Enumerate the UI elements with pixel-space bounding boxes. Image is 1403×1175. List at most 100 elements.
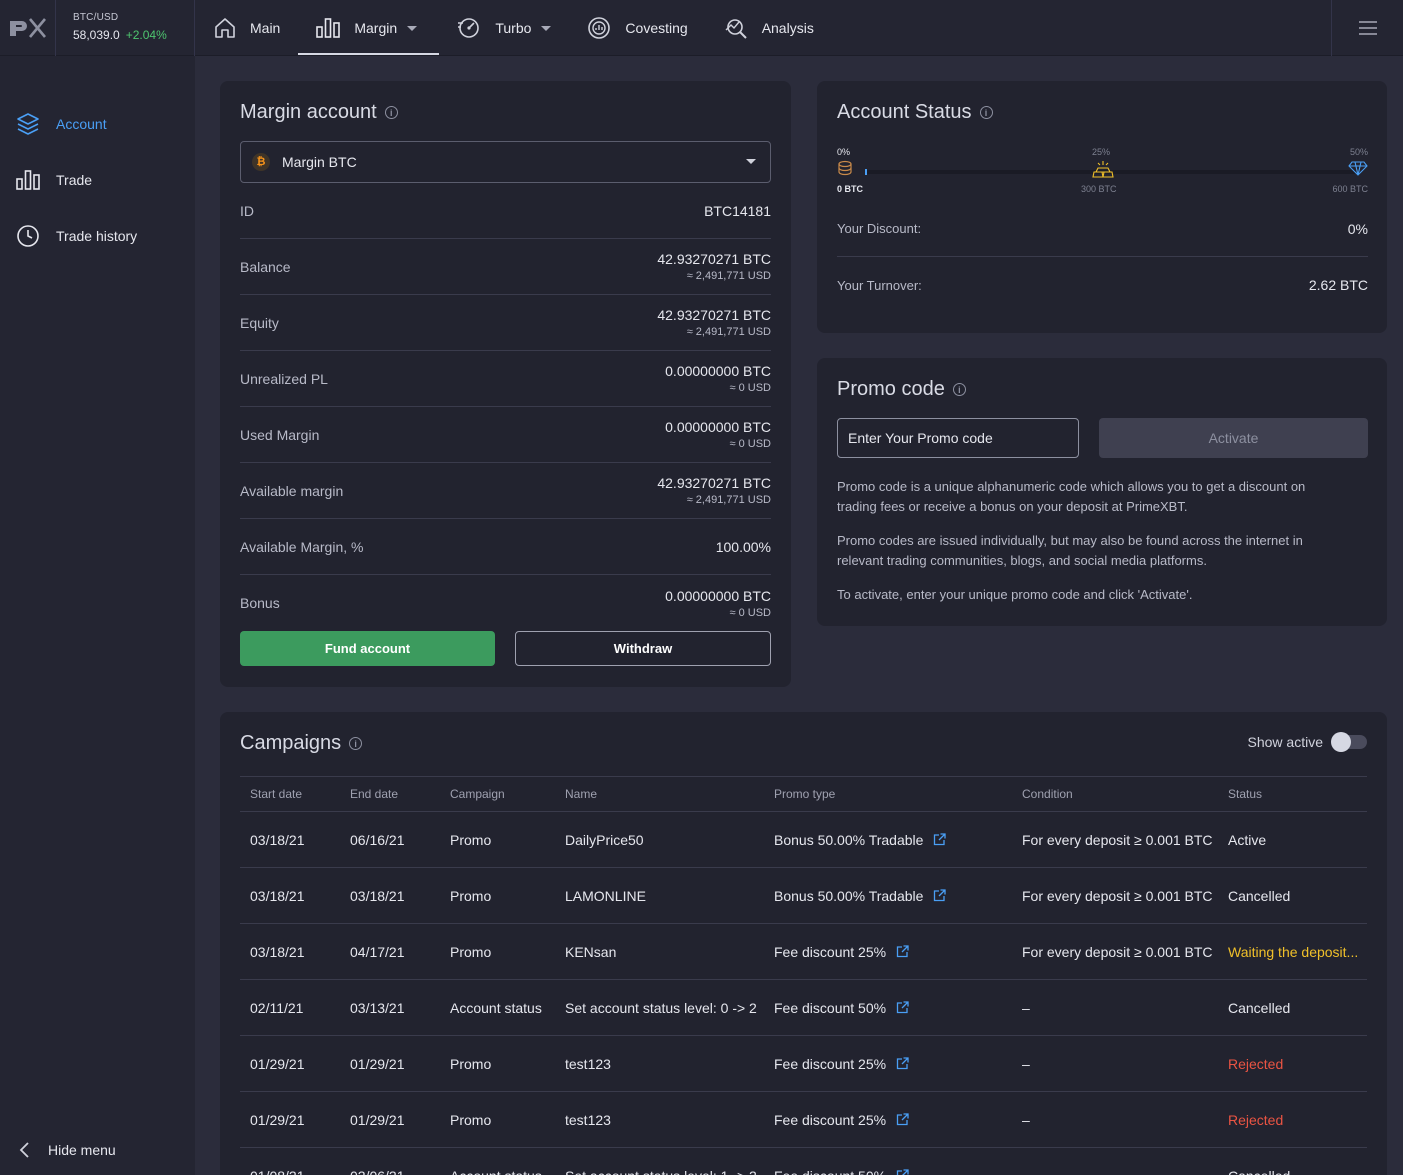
detail-label: Unrealized PL [240, 370, 328, 387]
level-pct: 0% [837, 147, 851, 157]
detail-value: 0.00000000 BTC [665, 587, 771, 604]
show-active-label: Show active [1247, 734, 1323, 750]
hide-menu-button[interactable]: Hide menu [0, 1135, 195, 1165]
promo-description: To activate, enter your unique promo cod… [837, 587, 1193, 602]
sidebar-item-trade[interactable]: Trade [0, 160, 195, 200]
info-icon[interactable]: i [349, 737, 363, 750]
bar-chart-icon [16, 170, 40, 190]
info-icon[interactable]: i [952, 383, 966, 396]
level-amount: 600 BTC [1332, 184, 1368, 194]
table-row[interactable]: 03/18/21 06/16/21 Promo DailyPrice50 Bonus 5… [240, 812, 1367, 868]
external-link-icon[interactable] [933, 833, 947, 846]
column-header[interactable]: Status [1228, 787, 1263, 801]
external-link-icon[interactable] [933, 889, 947, 902]
sidebar-item-account[interactable]: Account [0, 104, 195, 144]
end-date-cell: 03/18/21 [350, 887, 405, 904]
nav-main[interactable]: Main [196, 0, 298, 56]
detail-label: Balance [240, 258, 291, 275]
nav-covesting[interactable]: Covesting [569, 0, 705, 56]
external-link-icon[interactable] [896, 1169, 909, 1175]
status-cell: Rejected [1228, 1111, 1284, 1128]
primexbt-logo[interactable] [8, 16, 48, 40]
condition-cell: – [1022, 999, 1030, 1016]
campaigns-title: Campaigns [240, 732, 342, 754]
coins-icon [838, 160, 852, 176]
detail-usd-value: ≈ 0 USD [729, 606, 772, 619]
clock-icon [17, 225, 39, 247]
status-cell: Cancelled [1228, 887, 1291, 904]
detail-value: 42.93270271 BTC [657, 307, 771, 323]
discount-row: Your Discount: 0% [837, 201, 1368, 257]
info-icon[interactable]: i [384, 106, 398, 119]
info-icon[interactable]: i [979, 106, 993, 119]
chevron-left-icon [19, 1142, 29, 1158]
external-link-icon[interactable] [896, 1001, 909, 1014]
activate-button[interactable]: Activate [1099, 418, 1368, 458]
chevron-down-icon [746, 159, 756, 164]
account-detail-row: Bonus 0.00000000 BTC ≈ 0 USD [240, 575, 771, 631]
external-link-icon[interactable] [896, 1113, 909, 1126]
column-header[interactable]: Name [565, 787, 598, 801]
detail-value-group: 42.93270271 BTC ≈ 2,491,771 USD [657, 251, 771, 282]
campaign-cell: Promo [450, 887, 492, 904]
name-cell: test123 [565, 1055, 611, 1072]
ticker-change: +2.04% [125, 28, 167, 42]
turbo-icon [458, 18, 480, 38]
detail-usd-value: ≈ 0 USD [729, 438, 772, 450]
promo-type-text: Fee discount 50% [774, 1168, 886, 1175]
fund-account-button[interactable]: Fund account [240, 631, 495, 666]
detail-label: Equity [240, 314, 279, 331]
column-header[interactable]: Promo type [774, 787, 836, 801]
main-nav: Main Margin Turbo Covesting Analysis [196, 0, 832, 56]
table-row[interactable]: 03/18/21 03/18/21 Promo LAMONLINE Bonus 50.0… [240, 868, 1367, 924]
table-row[interactable]: 01/29/21 01/29/21 Promo test123 Fee discount… [240, 1036, 1367, 1092]
name-cell: Set account status level: 0 -> 2 [565, 999, 757, 1016]
account-select-value: Margin BTC [282, 154, 357, 170]
external-link-icon[interactable] [896, 945, 909, 958]
table-header: Start date End date Campaign Name Promo … [240, 776, 1367, 812]
promo-type-cell: Fee discount 25% [774, 1092, 909, 1147]
promo-type-text: Fee discount 25% [774, 943, 887, 960]
column-header[interactable]: Condition [1022, 787, 1073, 801]
ticker[interactable]: BTC/USD 58,039.0 +2.04% [55, 0, 195, 56]
nav-turbo[interactable]: Turbo [439, 0, 569, 56]
nav-analysis[interactable]: Analysis [706, 0, 832, 56]
campaign-cell: Promo [450, 1055, 492, 1072]
table-row[interactable]: 01/29/21 01/29/21 Promo test123 Fee discount… [240, 1092, 1367, 1148]
nav-analysis-label: Analysis [761, 20, 814, 36]
promo-type-cell: Fee discount 50% [774, 980, 909, 1035]
account-detail-row: Unrealized PL 0.00000000 BTC ≈ 0 USD [240, 351, 771, 407]
account-detail-row: Equity 42.93270271 BTC ≈ 2,491,771 USD [240, 295, 771, 351]
table-row[interactable]: 02/11/21 03/13/21 Account status Set accoun… [240, 980, 1367, 1036]
detail-label: Available margin [240, 482, 344, 499]
detail-value-group: 0.00000000 BTC ≈ 0 USD [665, 419, 771, 450]
column-header[interactable]: Start date [250, 787, 303, 801]
show-active-toggle[interactable] [1331, 732, 1367, 752]
column-header[interactable]: Campaign [450, 787, 505, 801]
column-header[interactable]: End date [350, 787, 399, 801]
hamburger-icon [1358, 21, 1377, 35]
detail-usd-value: ≈ 0 USD [729, 382, 772, 394]
campaigns-table: Start date End date Campaign Name Promo … [240, 776, 1367, 1175]
hamburger-menu-button[interactable] [1331, 0, 1403, 56]
hide-menu-label: Hide menu [48, 1142, 116, 1158]
covesting-icon [588, 17, 611, 39]
nav-margin[interactable]: Margin [298, 0, 440, 56]
withdraw-button[interactable]: Withdraw [515, 631, 771, 666]
start-date-cell: 03/18/21 [250, 831, 305, 848]
account-select[interactable]: ₿ Margin BTC [240, 141, 771, 183]
promo-code-input[interactable]: Enter Your Promo code [837, 418, 1079, 458]
external-link-icon[interactable] [896, 1057, 909, 1070]
toggle-knob [1331, 732, 1351, 752]
sidebar-item-trade-history[interactable]: Trade history [0, 216, 195, 256]
detail-label: Available Margin, % [240, 538, 364, 555]
promo-code-title: Promo code [837, 378, 945, 400]
detail-value: BTC14181 [704, 202, 771, 219]
nav-main-label: Main [250, 20, 281, 36]
campaign-cell: Promo [450, 943, 492, 960]
table-row[interactable]: 03/18/21 04/17/21 Promo KENsan Fee discount … [240, 924, 1367, 980]
chevron-down-icon [541, 25, 552, 31]
level-pct: 25% [1092, 147, 1111, 157]
detail-value-group: 100.00% [716, 539, 771, 555]
table-row[interactable]: 01/08/21 02/06/21 Account status Set accoun… [240, 1148, 1367, 1175]
